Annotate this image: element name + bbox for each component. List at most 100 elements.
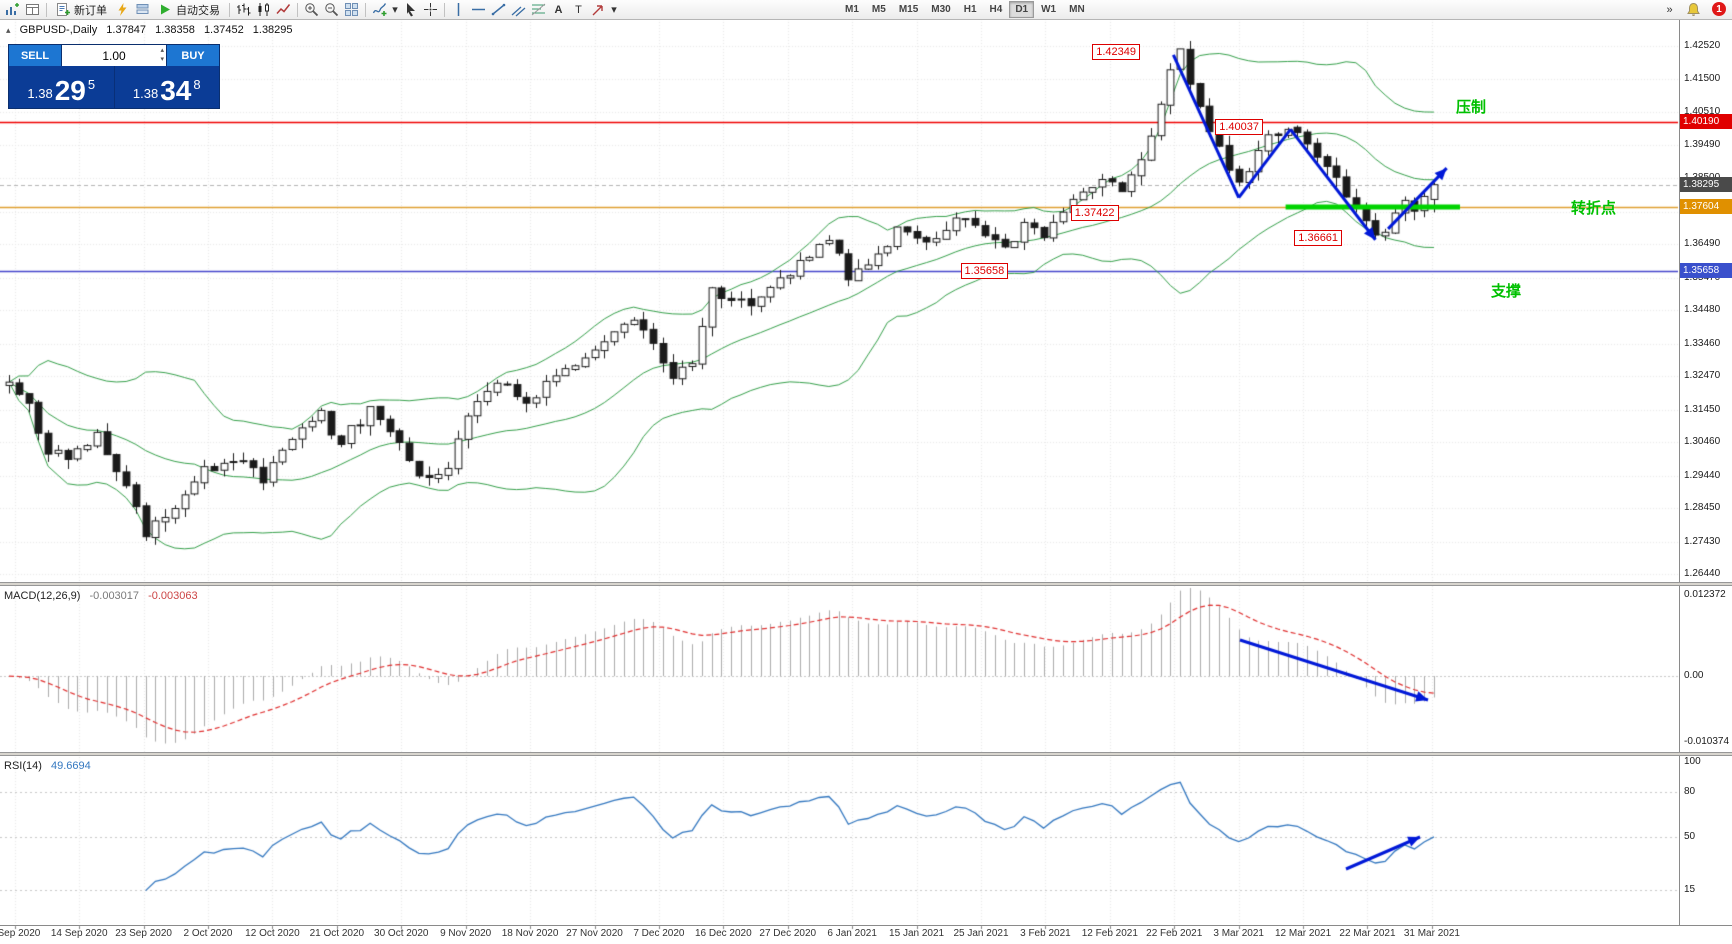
price-axis-label: 1.30460 (1684, 436, 1721, 448)
new-order-label: 新订单 (74, 4, 107, 17)
time-axis-label: 3 Feb 2021 (1020, 928, 1071, 939)
one-click-trading-panel: SELL 1.00 ▴ ▾ BUY 1.38 29 5 1.38 34 8 (8, 44, 220, 109)
price-callout[interactable]: 1.35658 (960, 263, 1009, 280)
timeframe-button[interactable]: M5 (871, 4, 886, 15)
zoom-in-icon[interactable] (302, 1, 321, 18)
annotation-text[interactable]: 压制 (1456, 99, 1487, 117)
annotation-text[interactable]: 转折点 (1571, 200, 1617, 218)
time-axis-label: 23 Sep 2020 (115, 928, 172, 939)
fibonacci-icon[interactable] (529, 1, 548, 18)
vertical-line-icon[interactable] (449, 1, 468, 18)
label-icon[interactable]: T (575, 3, 582, 16)
time-axis-label: 27 Nov 2020 (566, 928, 623, 939)
buy-price[interactable]: 1.38 34 8 (113, 66, 220, 108)
time-axis-label: 31 Mar 2021 (1403, 928, 1460, 939)
price-tag: 1.37604 (1680, 199, 1732, 215)
symbol-period-label: GBPUSD-,Daily (19, 24, 98, 36)
sell-price[interactable]: 1.38 29 5 (9, 66, 114, 108)
notification-badge[interactable]: 1 (1712, 2, 1726, 16)
toolbar-separator (444, 2, 445, 17)
trendline-icon[interactable] (489, 1, 508, 18)
indicators-dropdown-icon[interactable]: ▾ (392, 4, 398, 16)
timeframe-button[interactable]: M30 (931, 4, 951, 15)
time-axis-label: 6 Jan 2021 (827, 928, 877, 939)
price-callout[interactable]: 1.37422 (1070, 205, 1119, 222)
new-order-button[interactable]: 新订单 (51, 1, 112, 18)
price-axis-label: 1.27430 (1684, 535, 1721, 547)
macd-label: MACD(12,26,9) -0.003017 -0.003063 (4, 590, 204, 602)
autotrading-button[interactable]: 自动交易 (153, 1, 225, 18)
tile-windows-icon[interactable] (342, 1, 361, 18)
sell-button[interactable]: SELL (9, 45, 61, 66)
rsi-label: RSI(14) 49.6694 (4, 760, 97, 772)
time-axis-label: 25 Jan 2021 (953, 928, 1009, 939)
horizontal-line-icon[interactable] (469, 1, 488, 18)
annotation-text[interactable]: 支撑 (1491, 283, 1522, 301)
zoom-out-icon[interactable] (322, 1, 341, 18)
ohlc-open: 1.37847 (106, 24, 147, 36)
profiles-icon[interactable] (23, 1, 42, 18)
crosshair-icon[interactable] (421, 1, 440, 18)
time-axis-label: 2 Oct 2020 (183, 928, 233, 939)
channel-icon[interactable] (509, 1, 528, 18)
volume-spinner[interactable]: ▴ ▾ (160, 47, 164, 63)
cursor-icon[interactable] (401, 1, 420, 18)
sell-price-big: 29 (54, 75, 86, 106)
time-axis[interactable] (0, 925, 1732, 944)
price-axis-label: 1.28450 (1684, 502, 1721, 514)
objects-dropdown-icon[interactable]: ▾ (611, 4, 617, 16)
ohlc-low: 1.37452 (203, 24, 244, 36)
timeframe-button[interactable]: W1 (1041, 4, 1057, 15)
notifications-icon[interactable] (1684, 1, 1703, 18)
arrows-icon[interactable] (589, 1, 608, 18)
price-tag: 1.40190 (1680, 114, 1732, 130)
sell-price-prefix: 1.38 (27, 86, 53, 101)
timeframe-button[interactable]: H4 (989, 4, 1003, 15)
time-axis-label: 22 Feb 2021 (1146, 928, 1203, 939)
buy-price-prefix: 1.38 (132, 86, 159, 101)
price-callout[interactable]: 1.40037 (1215, 119, 1263, 136)
new-chart-icon[interactable] (3, 1, 22, 18)
time-axis-label: 22 Mar 2021 (1339, 928, 1396, 939)
line-chart-icon[interactable] (274, 1, 293, 18)
toolbar-separator (229, 2, 230, 17)
autotrading-label: 自动交易 (176, 4, 220, 17)
toolbar-separator (46, 2, 47, 17)
price-axis[interactable] (1679, 19, 1732, 925)
toolbar-overflow-icon[interactable]: » (1666, 3, 1673, 16)
panel-divider[interactable] (0, 582, 1732, 586)
buy-button[interactable]: BUY (167, 45, 219, 66)
toolbar-separator (365, 2, 366, 17)
price-callout[interactable]: 1.36661 (1294, 230, 1343, 247)
timeframe-button[interactable]: H1 (963, 4, 977, 15)
price-axis-label: 1.26440 (1684, 568, 1721, 580)
time-axis-label: 8 Sep 2020 (0, 928, 41, 939)
symbol-info: ▴ GBPUSD-,Daily 1.37847 1.38358 1.37452 … (6, 24, 299, 36)
scripts-icon[interactable] (133, 1, 152, 18)
timeframe-button[interactable]: M15 (898, 4, 919, 15)
price-callout[interactable]: 1.42349 (1092, 43, 1141, 60)
panel-divider[interactable] (0, 752, 1732, 756)
bar-chart-icon[interactable] (234, 1, 253, 18)
price-axis-label: 1.32470 (1684, 370, 1721, 382)
price-axis-label: 1.33460 (1684, 337, 1721, 349)
time-axis-label: 12 Feb 2021 (1081, 928, 1138, 939)
rsi-value: 49.6694 (50, 760, 91, 772)
candlestick-chart-icon[interactable] (254, 1, 273, 18)
price-axis-label: 1.36490 (1684, 238, 1721, 249)
volume-input[interactable]: 1.00 ▴ ▾ (61, 45, 167, 66)
price-axis-label: 1.31450 (1684, 403, 1721, 415)
price-axis-label: 1.42520 (1684, 39, 1721, 51)
indicators-icon[interactable] (370, 1, 389, 18)
timeframe-button[interactable]: MN (1069, 4, 1085, 15)
timeframe-button[interactable]: M1 (845, 4, 859, 15)
one-click-toggle-icon[interactable]: ▴ (6, 25, 11, 35)
metaeditor-icon[interactable] (113, 1, 132, 18)
macd-name: MACD(12,26,9) (4, 590, 81, 602)
text-icon[interactable]: A (554, 3, 563, 16)
timeframe-button[interactable]: D1 (1009, 1, 1035, 18)
volume-value: 1.00 (102, 48, 126, 63)
